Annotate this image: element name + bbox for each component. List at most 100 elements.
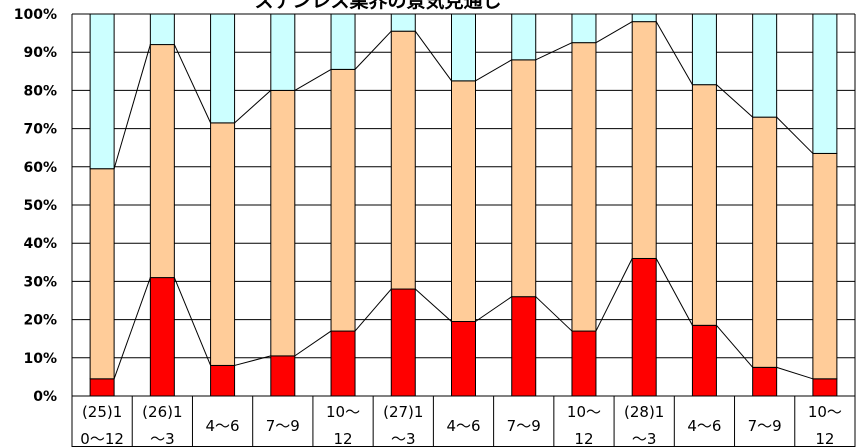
x-category-label: (27)1 (383, 403, 423, 421)
bar-segment (390, 288, 416, 397)
series-connector-line (354, 288, 392, 332)
series-connector-line (776, 116, 814, 154)
x-category-label: 7～9 (266, 417, 300, 435)
y-tick-label: 40% (23, 236, 57, 252)
series-connector-line (475, 59, 512, 82)
x-category-label: 7～9 (507, 417, 541, 435)
bar-segment (149, 44, 175, 279)
series-connector-line (113, 44, 151, 169)
series-connector-line (716, 325, 754, 368)
y-tick-label: 10% (23, 351, 57, 367)
series-connector-line (595, 258, 633, 332)
bar-segment (89, 378, 115, 397)
bar-segment (210, 364, 236, 397)
series-connector-line (173, 44, 212, 124)
axis-layer: 0% 10% 20% 30% 40% 50% 60% 70% 80% 90% 100% (25)1 0～… (14, 7, 856, 447)
y-tick-label: 80% (23, 83, 57, 99)
bar-segment (390, 13, 416, 32)
bar-segment (89, 168, 115, 380)
bar-segment (330, 68, 356, 332)
y-tick-label: 0% (33, 389, 57, 405)
bar-segment (451, 13, 476, 82)
bar-segment (89, 13, 115, 170)
x-category-label: 12 (333, 430, 352, 447)
y-tick-label: 30% (23, 274, 57, 290)
series-connector-line (595, 21, 633, 44)
series-connector-line (776, 366, 814, 380)
x-category-label: ～3 (150, 430, 175, 447)
series-connector-line (414, 30, 452, 82)
bar-segment (330, 13, 356, 70)
bar-segment (812, 152, 838, 380)
series-connector-line (535, 42, 573, 61)
x-category-label: ～3 (391, 430, 416, 447)
series-connector-line (655, 21, 693, 85)
series-connector-line (716, 84, 753, 118)
bar-segment (511, 59, 537, 298)
bar-segment (691, 13, 717, 86)
series-connector-line (475, 296, 513, 322)
x-category-label: 12 (815, 430, 834, 447)
series-connector-line (294, 330, 332, 357)
x-category-label: (25)1 (82, 403, 122, 421)
bar-segment (330, 330, 356, 397)
series-connector-line (414, 288, 452, 322)
bar-layer (89, 13, 838, 397)
bar-segment (752, 366, 778, 397)
bar-segment (210, 13, 236, 124)
y-tick-label: 100% (14, 7, 57, 23)
bar-segment (210, 122, 236, 366)
bar-segment (511, 296, 537, 397)
x-category-label: 4～6 (446, 417, 480, 435)
bar-segment (812, 378, 838, 397)
x-category-label: 10～ (326, 403, 360, 421)
bar-segment (752, 13, 778, 118)
y-tick-label: 70% (23, 122, 57, 138)
series-connector-line (535, 296, 573, 332)
bar-segment (149, 13, 175, 46)
bar-segment (571, 330, 597, 397)
x-category-label: 4～6 (687, 417, 721, 435)
bar-segment (691, 84, 717, 326)
bar-segment (752, 116, 778, 368)
bar-segment (511, 13, 537, 61)
series-connector-line (113, 277, 151, 379)
series-connector-line (234, 355, 271, 366)
bar-segment (631, 21, 657, 259)
series-connector-line (354, 30, 392, 70)
bar-segment (270, 13, 296, 91)
bar-segment (691, 324, 717, 397)
series-connector-line (234, 90, 272, 124)
x-category-label: ～3 (632, 430, 657, 447)
bar-segment (270, 355, 296, 397)
bar-segment (270, 89, 296, 357)
y-tick-label: 90% (23, 45, 57, 61)
bar-segment (451, 80, 476, 323)
y-tick-label: 60% (23, 160, 57, 176)
bar-segment (571, 42, 597, 332)
bar-segment (390, 30, 416, 290)
x-category-label: 4～6 (206, 417, 240, 435)
series-connector-line (173, 277, 212, 366)
bar-segment (571, 13, 597, 44)
bar-segment (149, 277, 175, 397)
bar-segment (631, 257, 657, 397)
y-tick-label: 50% (23, 198, 57, 214)
bar-segment (451, 321, 476, 397)
x-category-label: 10～ (808, 403, 842, 421)
bar-segment (812, 13, 838, 154)
bar-segment (631, 13, 657, 23)
y-tick-label: 20% (23, 313, 57, 329)
series-connector-line (655, 258, 693, 326)
x-category-label: 7～9 (748, 417, 782, 435)
x-category-label: 0～12 (80, 430, 124, 447)
chart-title: ステンレス業界の景気見通し (254, 0, 501, 12)
series-connector-line (294, 68, 332, 91)
x-category-label: (28)1 (624, 403, 664, 421)
x-category-label: 10～ (567, 403, 601, 421)
x-category-label: (26)1 (142, 403, 182, 421)
x-category-label: 12 (574, 430, 593, 447)
series-lines-layer (113, 21, 814, 380)
